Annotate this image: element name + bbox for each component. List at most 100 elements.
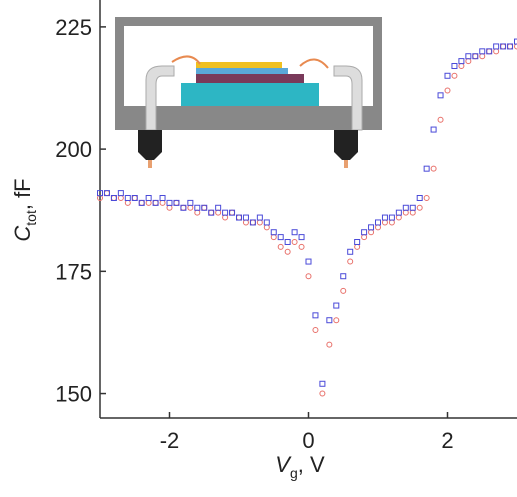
x-tick-label: 0 [302,428,314,453]
point [181,205,186,210]
point [139,200,144,205]
point [334,318,339,323]
point [452,73,457,78]
point [369,225,374,230]
point [216,210,221,215]
point [118,196,123,201]
y-tick-label: 175 [55,259,92,284]
point [410,210,415,215]
point [396,215,401,220]
point [313,328,318,333]
point [501,44,506,49]
point [376,225,381,230]
inset-substrate [181,83,319,106]
y-axis-label: Ctot, fF [10,178,39,241]
point [125,196,130,201]
point [438,93,443,98]
point [104,191,109,196]
point [348,249,353,254]
point [278,244,283,249]
point [334,303,339,308]
point [306,274,311,279]
y-tick-label: 200 [55,137,92,162]
point [167,200,172,205]
point [417,196,422,201]
point [369,230,374,235]
point [494,49,499,54]
point [257,220,262,225]
point [264,225,269,230]
point [480,54,485,59]
x-tick-label: -2 [160,428,180,453]
point [431,166,436,171]
point [473,54,478,59]
point [264,220,269,225]
x-axis-label: Vg, V [275,452,325,481]
point [167,205,172,210]
point [195,205,200,210]
point [341,288,346,293]
point [299,235,304,240]
point [508,44,513,49]
y-label-main: C [10,226,35,242]
inset-layer [196,62,282,68]
point [313,313,318,318]
inset-lead [148,160,152,168]
x-label-rest: , V [298,452,325,477]
point [376,220,381,225]
y-label-sub: tot [23,210,39,226]
inset-connector [334,130,358,160]
point [320,381,325,386]
point [487,49,492,54]
point [362,230,367,235]
point [355,240,360,245]
point [223,210,228,215]
point [271,230,276,235]
point [188,200,193,205]
point [494,44,499,49]
point [445,73,450,78]
point [459,64,464,69]
point [466,54,471,59]
point [292,230,297,235]
inset-lead [344,160,348,168]
inset-connector [138,130,162,160]
inset-layer [196,68,288,74]
point [285,249,290,254]
point [327,342,332,347]
point [445,88,450,93]
point [306,259,311,264]
point [403,205,408,210]
point [174,200,179,205]
point [243,215,248,220]
point [202,205,207,210]
point [348,259,353,264]
point [153,200,158,205]
point [459,59,464,64]
point [362,235,367,240]
point [403,210,408,215]
point [237,215,242,220]
point [195,210,200,215]
point [417,205,422,210]
point [146,196,151,201]
point [230,210,235,215]
point [424,166,429,171]
point [257,215,262,220]
point [466,59,471,64]
point [132,196,137,201]
point [209,210,214,215]
point [243,220,248,225]
y-tick-label: 150 [55,382,92,407]
point [431,127,436,132]
point [382,215,387,220]
point [341,274,346,279]
point [424,196,429,201]
point [125,200,130,205]
point [327,318,332,323]
point [188,205,193,210]
point [410,205,415,210]
point [299,244,304,249]
